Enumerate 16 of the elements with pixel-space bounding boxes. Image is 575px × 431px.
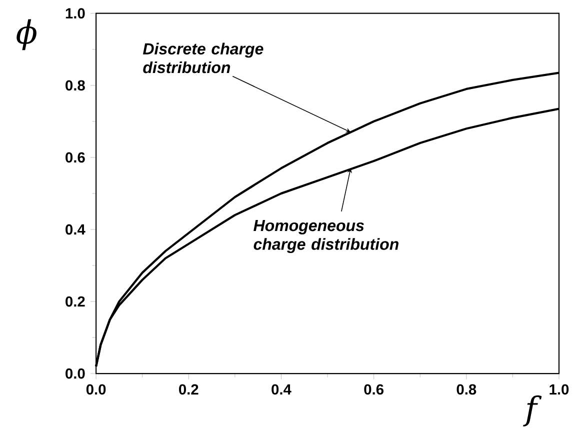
x-tick-label: 0.8 <box>456 384 476 395</box>
y-tick-label: 0.8 <box>66 80 85 91</box>
y-tick-label: 0.4 <box>66 224 86 235</box>
x-axis-title: f <box>523 396 542 426</box>
x-tick-label: 0.0 <box>86 384 106 395</box>
x-tick-label: 0.6 <box>364 384 384 395</box>
y-tick-label: 0.2 <box>66 296 85 307</box>
y-tick-label: 1.0 <box>66 8 85 19</box>
y-axis-title: ϕ <box>16 19 36 50</box>
x-tick-label: 0.4 <box>272 384 292 395</box>
x-tick-label: 0.2 <box>179 384 198 395</box>
annotation: Discrete charge distribution <box>142 42 264 74</box>
x-tick-label: 1.0 <box>550 384 569 395</box>
y-tick-label: 0.6 <box>66 152 85 163</box>
annotation: Homogeneous charge distribution <box>254 220 398 254</box>
y-tick-label: 0.0 <box>66 368 85 379</box>
